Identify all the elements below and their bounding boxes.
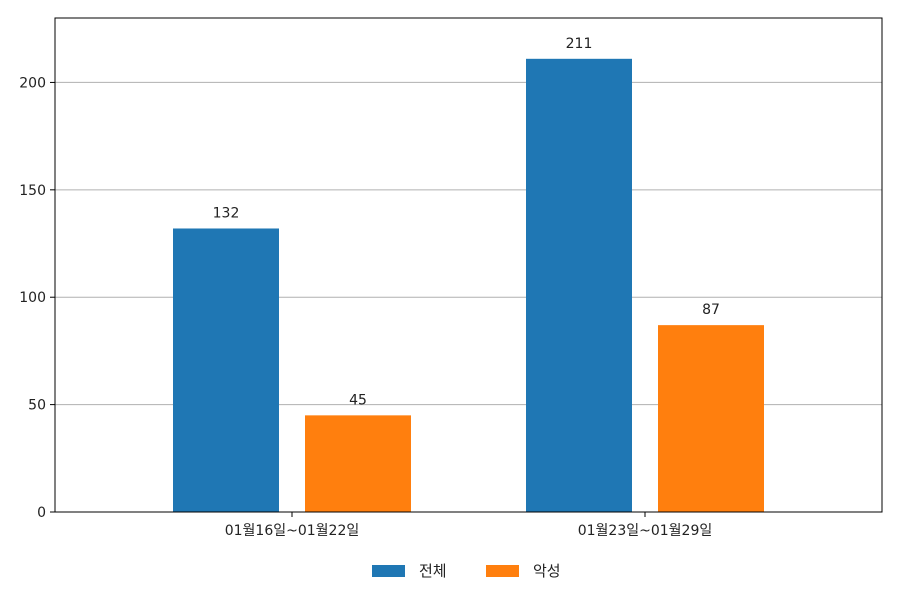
bars bbox=[173, 58, 764, 513]
legend-swatch bbox=[372, 565, 405, 577]
data-label: 87 bbox=[702, 302, 720, 318]
data-labels: 132 211 45 87 bbox=[213, 36, 720, 409]
y-tick-label: 100 bbox=[19, 290, 46, 306]
y-tick-label: 0 bbox=[37, 505, 46, 521]
legend-label: 악성 bbox=[533, 562, 561, 580]
data-label: 211 bbox=[566, 36, 593, 52]
bar-malicious-0 bbox=[305, 415, 411, 512]
x-axis: 01월16일~01월22일 01월23일~01월29일 bbox=[225, 512, 713, 539]
data-label: 132 bbox=[213, 205, 240, 221]
y-tick-label: 50 bbox=[28, 398, 46, 414]
bar-malicious-1 bbox=[658, 325, 764, 512]
plot-frame bbox=[54, 17, 883, 513]
y-axis: 0 50 100 150 200 bbox=[19, 75, 55, 521]
data-label: 45 bbox=[349, 392, 367, 408]
legend: 전체 악성 bbox=[372, 562, 561, 580]
x-tick-label: 01월23일~01월29일 bbox=[578, 523, 713, 539]
x-tick-label: 01월16일~01월22일 bbox=[225, 523, 360, 539]
legend-label: 전체 bbox=[419, 562, 447, 580]
bar-total-1 bbox=[526, 58, 632, 513]
bar-total-0 bbox=[173, 228, 279, 513]
y-tick-label: 200 bbox=[19, 75, 46, 91]
legend-swatch bbox=[486, 565, 519, 577]
y-tick-label: 150 bbox=[19, 183, 46, 199]
